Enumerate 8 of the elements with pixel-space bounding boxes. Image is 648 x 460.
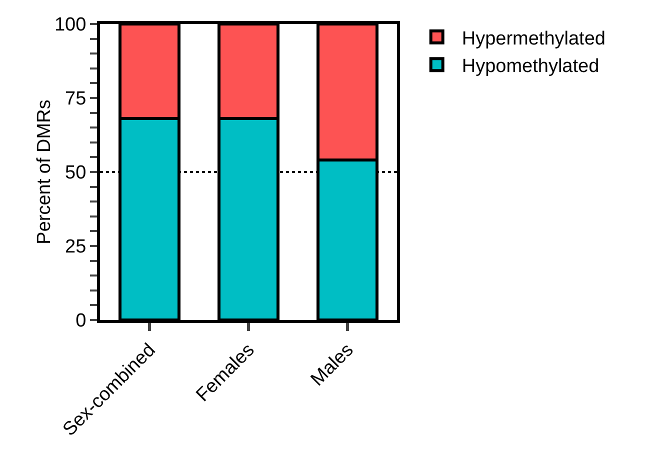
- y-tick-label: 100: [54, 14, 86, 36]
- y-tick-label: 25: [65, 236, 86, 258]
- y-tick-label: 0: [76, 310, 86, 332]
- y-axis-title: Percent of DMRs: [34, 100, 55, 244]
- y-tick-label: 50: [65, 162, 86, 184]
- legend-label: Hypermethylated: [462, 28, 606, 50]
- legend-label: Hypomethylated: [462, 56, 600, 78]
- y-tick-label: 75: [65, 88, 86, 110]
